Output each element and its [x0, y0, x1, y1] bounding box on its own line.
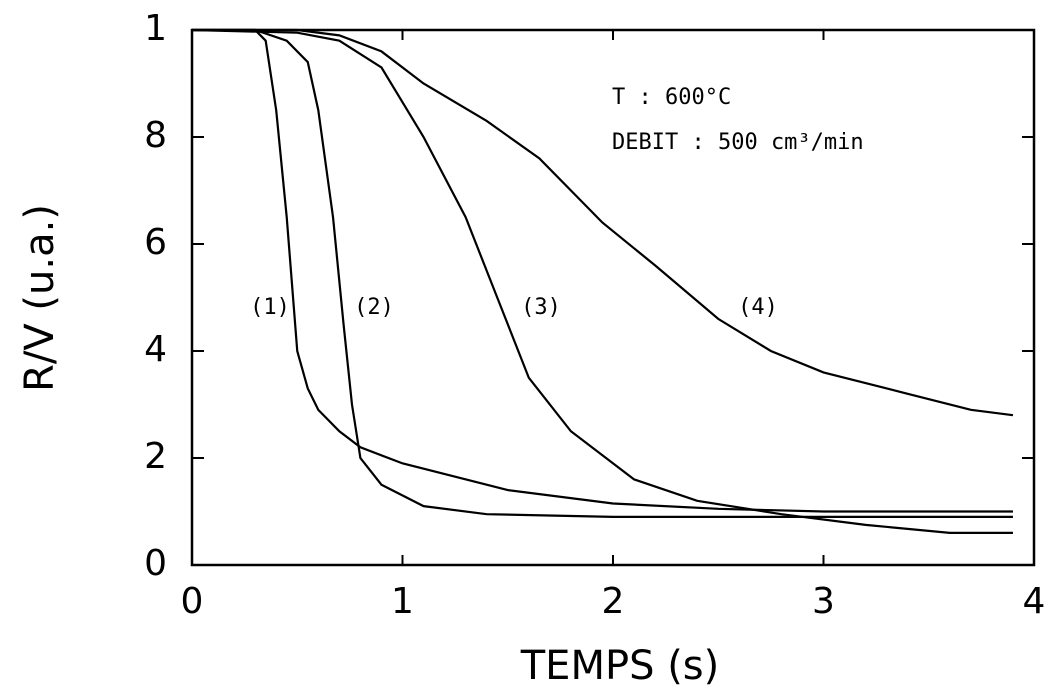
annotation: DEBIT : 500 cm³/min — [612, 130, 864, 155]
y-tick-label: 4 — [144, 329, 167, 370]
series-line — [192, 28, 1013, 513]
annotation: (2) — [354, 295, 394, 320]
annotation: T : 600°C — [612, 85, 731, 110]
x-tick-label: 1 — [391, 581, 414, 622]
y-tick-label: 1 — [144, 8, 167, 49]
y-axis-label: R/V (u.a.) — [17, 204, 63, 392]
y-tick-label: 6 — [144, 222, 167, 263]
series-line — [192, 28, 1013, 518]
annotation: (3) — [521, 295, 561, 320]
x-tick-label: 2 — [602, 581, 625, 622]
y-tick-label: 2 — [144, 436, 167, 477]
x-tick-label: 0 — [181, 581, 204, 622]
x-tick-label: 3 — [812, 581, 835, 622]
y-tick-label: 0 — [144, 543, 167, 584]
y-tick-label: 8 — [144, 115, 167, 156]
annotation: (4) — [738, 295, 778, 320]
series-line — [191, 28, 1013, 534]
annotation: (1) — [250, 295, 290, 320]
series-line — [192, 28, 1014, 417]
x-axis-label: TEMPS (s) — [520, 643, 720, 689]
x-tick-label: 4 — [1023, 581, 1046, 622]
